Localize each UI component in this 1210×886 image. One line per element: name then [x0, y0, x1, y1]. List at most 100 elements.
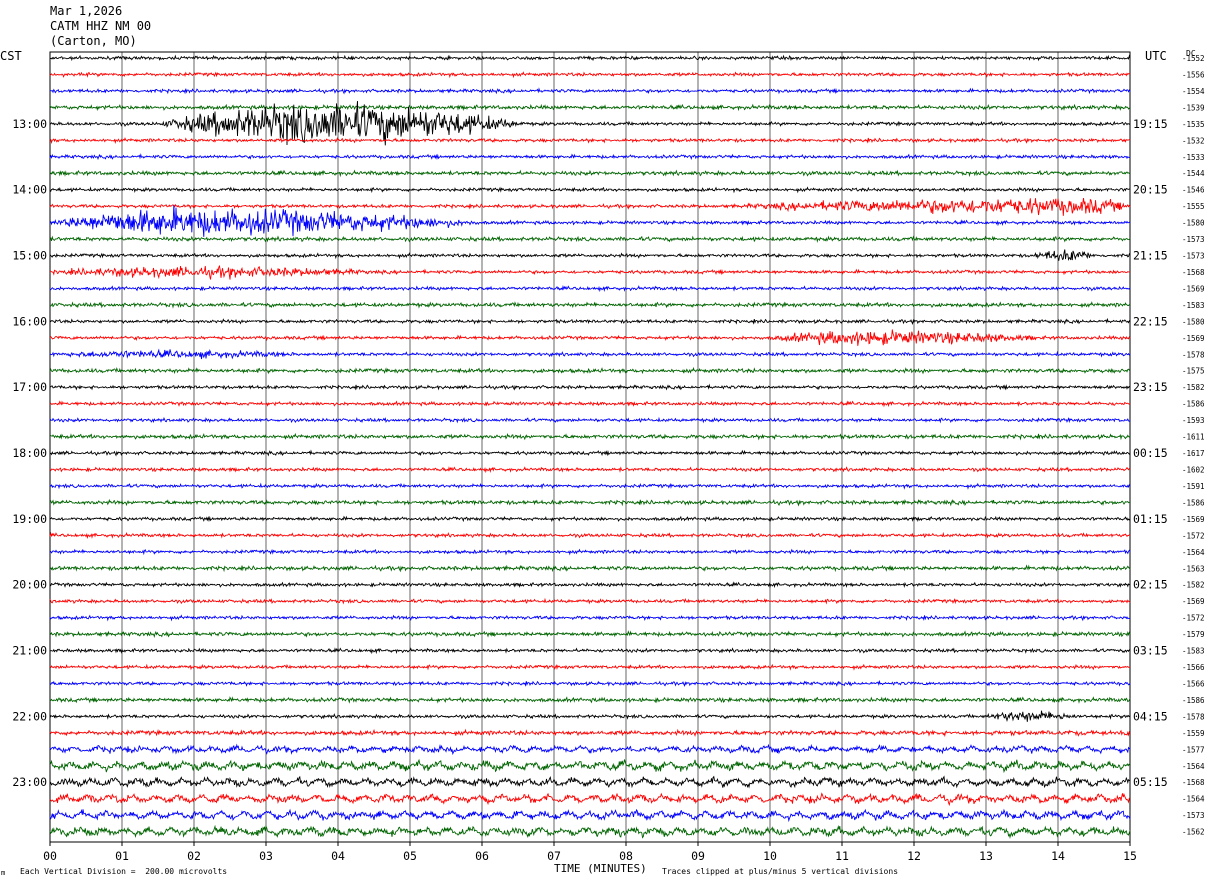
- left-hour-label: 19:00: [12, 512, 47, 526]
- plot-frame: [49, 51, 1131, 843]
- seismic-trace-7: [49, 169, 1131, 178]
- dc-offset-label: -1586: [1182, 498, 1205, 507]
- right-hour-label: 23:15: [1133, 380, 1168, 394]
- left-hour-label: 18:00: [12, 446, 47, 460]
- seismic-trace-9: [49, 197, 1131, 216]
- x-tick-label: 10: [763, 849, 777, 863]
- seismic-trace-11: [49, 235, 1131, 243]
- dc-offset-label: -1566: [1182, 663, 1205, 672]
- seismic-trace-47: [49, 824, 1131, 839]
- seismic-trace-27: [49, 498, 1131, 507]
- right-hour-label: 00:15: [1133, 446, 1168, 460]
- left-hour-label: 13:00: [12, 117, 47, 131]
- dc-offset-label: -1582: [1182, 383, 1205, 392]
- seismic-trace-35: [49, 630, 1131, 639]
- right-hour-label: 03:15: [1133, 644, 1168, 658]
- seismic-trace-12: [49, 249, 1131, 262]
- corner-mark: m: [1, 869, 6, 877]
- dc-offset-label: -1572: [1182, 531, 1205, 540]
- left-hour-label: 14:00: [12, 183, 47, 197]
- seismic-trace-36: [49, 647, 1131, 655]
- x-tick-label: 01: [115, 849, 129, 863]
- x-tick-label: 15: [1123, 849, 1137, 863]
- seismic-trace-39: [49, 696, 1131, 704]
- dc-offset-label: -1573: [1182, 252, 1205, 261]
- seismic-trace-2: [50, 87, 1131, 95]
- dc-offset-label: -1532: [1182, 136, 1205, 145]
- seismic-trace-23: [49, 432, 1131, 441]
- dc-offset-label: -1556: [1182, 70, 1205, 79]
- seismic-trace-15: [49, 301, 1131, 309]
- dc-offset-label: -1554: [1182, 87, 1205, 96]
- header-location: (Carton, MO): [50, 34, 137, 48]
- x-tick-label: 02: [187, 849, 201, 863]
- seismic-trace-45: [49, 792, 1131, 807]
- x-tick-label: 09: [691, 849, 705, 863]
- seismic-trace-18: [49, 348, 1131, 360]
- seismic-trace-38: [49, 679, 1131, 688]
- dc-offset-label: -1564: [1182, 762, 1205, 771]
- right-hour-label: 02:15: [1133, 578, 1168, 592]
- seismic-trace-10: [49, 205, 1131, 237]
- x-tick-label: 06: [475, 849, 489, 863]
- right-hour-label: 22:15: [1133, 314, 1168, 328]
- seismic-trace-21: [49, 400, 1131, 408]
- dc-offset-label: -1586: [1182, 400, 1205, 409]
- seismic-trace-16: [49, 317, 1131, 325]
- x-tick-label: 13: [979, 849, 993, 863]
- dc-offset-label: -1569: [1182, 284, 1205, 293]
- x-tick-label: 03: [259, 849, 273, 863]
- dc-offset-label: -1577: [1182, 745, 1205, 754]
- right-hour-label: 21:15: [1133, 249, 1168, 263]
- x-tick-label: 04: [331, 849, 345, 863]
- x-tick-label: 14: [1051, 849, 1065, 863]
- dc-offset-label: -1591: [1182, 482, 1205, 491]
- right-hour-label: 01:15: [1133, 512, 1168, 526]
- dc-offset-label: -1568: [1182, 268, 1205, 277]
- seismic-trace-29: [49, 531, 1131, 540]
- header-station: CATM HHZ NM 00: [50, 19, 152, 33]
- header-date: Mar 1,2026: [50, 4, 123, 18]
- seismic-trace-14: [49, 284, 1131, 293]
- dc-offset-label: -1611: [1182, 433, 1205, 442]
- clip-note: Traces clipped at plus/minus 5 vertical …: [662, 867, 899, 876]
- dc-offset-label: -1569: [1182, 515, 1205, 524]
- dc-offset-label: -1579: [1182, 630, 1205, 639]
- x-tick-label: 12: [907, 849, 921, 863]
- seismic-trace-37: [49, 663, 1131, 671]
- left-hour-label: 16:00: [12, 314, 47, 328]
- dc-offset-label: -1566: [1182, 679, 1205, 688]
- dc-offset-label: -1569: [1182, 597, 1205, 606]
- dc-offset-label: -1563: [1182, 564, 1205, 573]
- seismic-trace-34: [49, 614, 1131, 622]
- x-tick-label: 07: [547, 849, 561, 863]
- seismic-trace-20: [49, 383, 1131, 391]
- seismic-trace-26: [49, 482, 1131, 490]
- seismic-trace-42: [49, 743, 1130, 756]
- seismic-trace-13: [49, 264, 1131, 280]
- dc-offset-label: -1586: [1182, 696, 1205, 705]
- left-hour-label: 21:00: [12, 644, 47, 658]
- seismic-trace-0: [49, 54, 1131, 62]
- x-tick-label: 05: [403, 849, 417, 863]
- seismic-trace-40: [49, 710, 1131, 722]
- x-tick-label: 08: [619, 849, 633, 863]
- left-timezone-label: CST: [0, 49, 22, 63]
- seismic-trace-5: [49, 137, 1131, 144]
- dc-offset-label: -1546: [1182, 186, 1205, 195]
- dc-offset-label: -1562: [1182, 828, 1205, 837]
- dc-offset-label: -1583: [1182, 301, 1205, 310]
- dc-offset-label: -1539: [1182, 103, 1205, 112]
- seismic-trace-44: [49, 775, 1131, 789]
- seismic-trace-17: [49, 329, 1131, 346]
- dc-offset-label: -1617: [1182, 449, 1205, 458]
- seismic-trace-6: [49, 153, 1131, 161]
- seismic-trace-28: [49, 515, 1131, 523]
- dc-offset-label: -1568: [1182, 778, 1205, 787]
- dc-offset-label: -1593: [1182, 416, 1205, 425]
- right-hour-label: 05:15: [1133, 775, 1168, 789]
- seismic-trace-32: [49, 581, 1131, 589]
- dc-offset-label: -1580: [1182, 317, 1205, 326]
- dc-offset-label: -1573: [1182, 235, 1205, 244]
